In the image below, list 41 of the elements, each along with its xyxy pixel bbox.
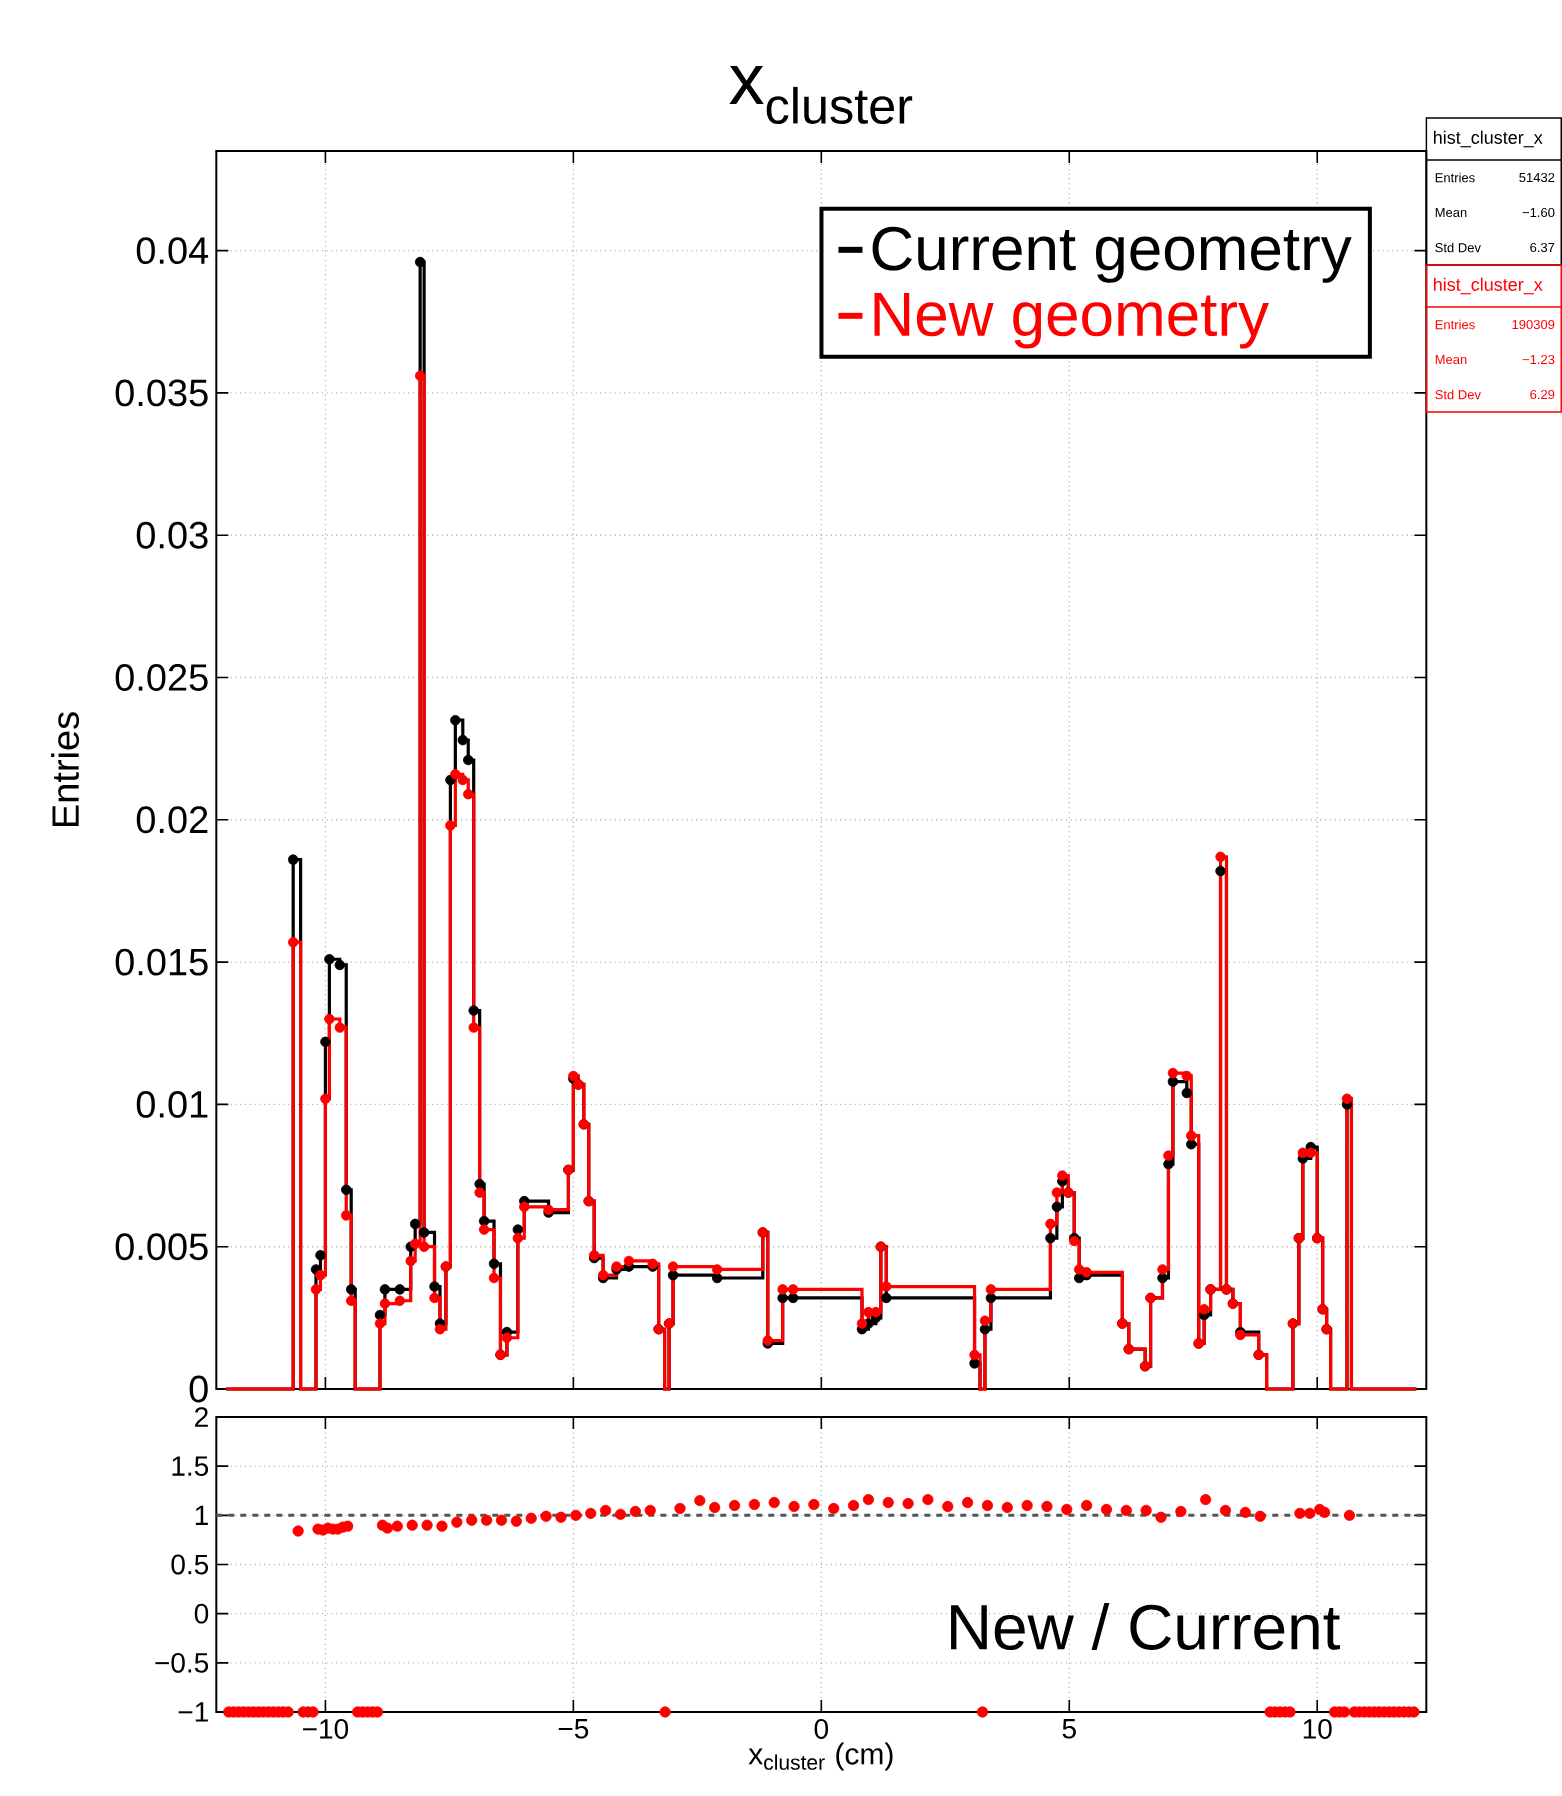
legend-label: New geometry [874,292,1269,349]
text: hist_cluster_x [1433,277,1543,295]
y-tick-label: 0 [189,1375,208,1403]
y-tick-label: 0.015 [115,948,208,976]
text: Entries [1435,172,1475,183]
text: Std Dev [1435,389,1481,400]
y-axis-title: Entries [50,712,79,827]
text: −1.23 [1522,354,1555,365]
x-tick-label: 5 [1062,1719,1076,1739]
text: Mean [1435,354,1467,365]
y-tick-label: −0.5 [155,1652,208,1673]
x-tick-label: −10 [302,1719,348,1739]
text: −1.60 [1522,207,1555,218]
y-tick-label: 0.02 [136,806,208,834]
text: 190309 [1512,319,1555,330]
text: 6.29 [1530,389,1555,400]
text: 51432 [1519,172,1555,183]
x-tick-label: 0 [814,1719,828,1739]
y-tick-label: 0.01 [136,1090,208,1118]
y-tick-label: 0.03 [136,521,208,549]
y-tick-label: 0 [194,1603,209,1624]
x-tick-label: 10 [1303,1719,1332,1739]
legend-label: Current geometry [872,226,1352,283]
y-tick-label: 1.5 [172,1456,208,1476]
chart-title: x$_{cluster}$ [729,66,913,124]
x-tick-label: −5 [558,1719,589,1739]
annotation: New / Current [950,1602,1340,1650]
text: 6.37 [1530,242,1555,253]
y-tick-label: −1 [178,1702,208,1722]
y-tick-label: 0.025 [115,664,208,691]
x-axis-title: x$_{cluster}$ (cm) [748,1742,893,1771]
y-tick-label: 0.005 [115,1233,208,1261]
y-tick-label: 1 [195,1505,208,1525]
text: Entries [1435,319,1475,330]
text: Mean [1435,207,1467,218]
text: Std Dev [1435,242,1481,253]
y-tick-label: 0.04 [136,237,208,265]
y-tick-label: 0.035 [115,379,208,407]
text: hist_cluster_x [1433,130,1543,148]
y-tick-label: 0.5 [171,1554,208,1575]
y-tick-label: 2 [194,1407,208,1427]
